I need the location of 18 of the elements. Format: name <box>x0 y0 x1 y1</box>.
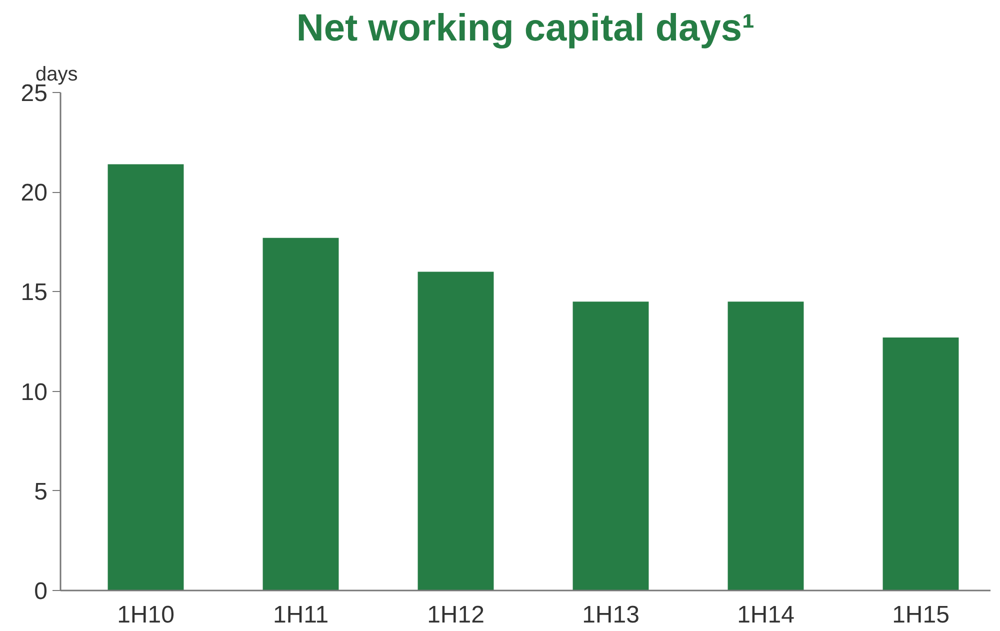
bar <box>728 302 804 590</box>
y-tick-label: 5 <box>34 478 48 506</box>
bar <box>418 272 494 590</box>
x-tick-label: 1H14 <box>737 602 794 628</box>
bar <box>108 164 184 590</box>
bar <box>262 238 339 590</box>
y-tick-label: 10 <box>20 378 48 406</box>
bar <box>882 338 959 590</box>
bar <box>572 302 649 590</box>
x-tick-label: 1H12 <box>427 602 484 628</box>
x-tick-label: 1H13 <box>582 602 640 628</box>
y-tick-label: 0 <box>34 578 48 605</box>
x-tick-label: 1H11 <box>272 602 329 628</box>
chart-title: Net working capital days¹ <box>296 8 755 50</box>
x-tick-label: 1H10 <box>117 602 174 628</box>
x-tick-label: 1H15 <box>892 602 950 628</box>
y-tick-label: 15 <box>20 279 48 306</box>
y-tick-label: 20 <box>20 180 48 207</box>
